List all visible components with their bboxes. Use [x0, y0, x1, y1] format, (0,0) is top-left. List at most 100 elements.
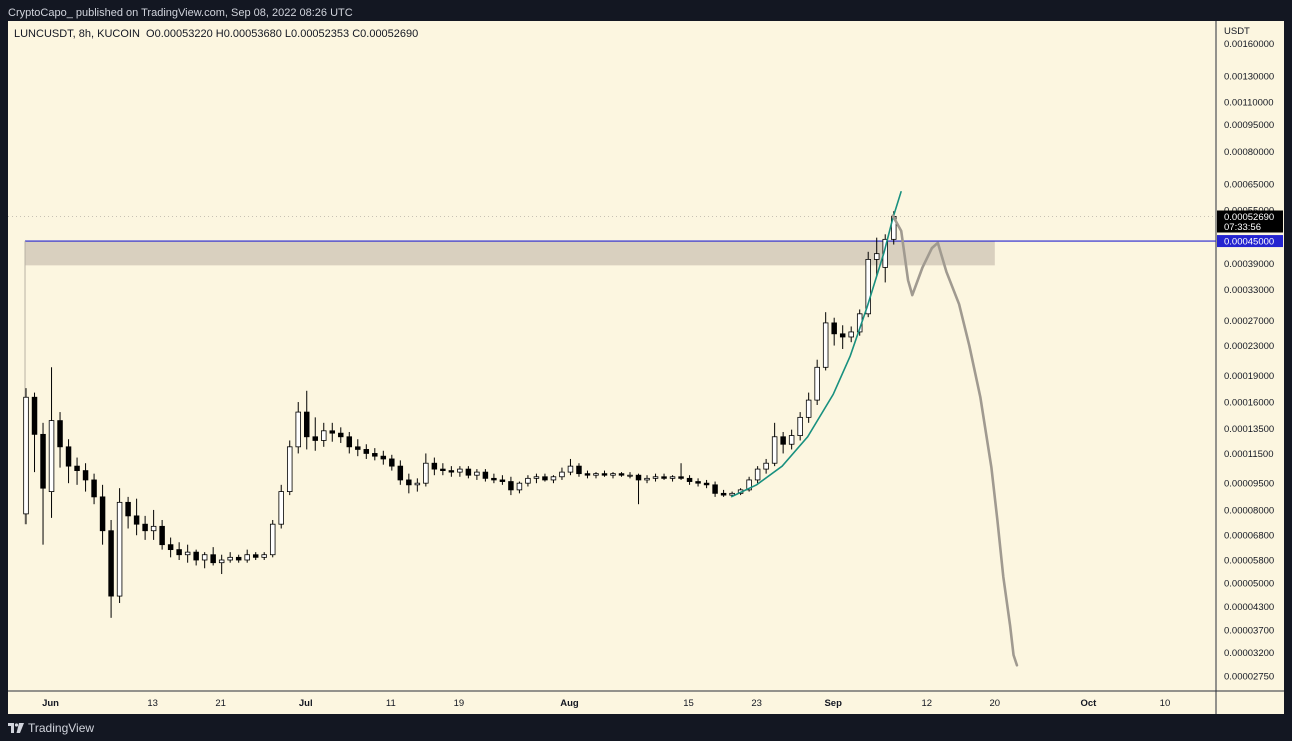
candle-body — [82, 470, 89, 481]
candle-body — [678, 476, 684, 479]
candle — [286, 440, 293, 496]
projected-path-line — [891, 214, 1019, 667]
y-tick-label: 0.00003200 — [1224, 648, 1274, 659]
candle-body — [278, 491, 284, 525]
y-tick-label: 0.00160000 — [1224, 39, 1274, 50]
candle-body — [788, 435, 795, 445]
candle-body — [346, 436, 353, 448]
candle — [82, 463, 89, 492]
candle-body — [125, 501, 131, 517]
x-tick-label: Oct — [1080, 698, 1097, 709]
candle-body — [508, 481, 514, 491]
last-price-tag-value: 0.00052690 — [1224, 212, 1274, 223]
y-tick-label: 0.00009500 — [1224, 479, 1274, 490]
candle — [508, 476, 514, 496]
candle — [831, 317, 837, 346]
candle-body — [516, 482, 523, 491]
candle — [805, 392, 812, 423]
candle — [99, 484, 106, 545]
candle-body — [116, 501, 123, 597]
y-tick-label: 0.00011500 — [1224, 449, 1274, 460]
candle-body — [712, 484, 718, 494]
symbol-info: LUNCUSDT, 8h, KUCOIN — [14, 28, 140, 40]
candle-body — [780, 436, 786, 445]
candle-body — [746, 479, 752, 491]
x-tick-label: Jun — [42, 698, 59, 709]
candle-body — [797, 416, 803, 436]
candle — [703, 479, 710, 489]
candle — [48, 367, 55, 518]
candle-body — [805, 399, 812, 418]
candle — [406, 473, 412, 494]
candle-body — [550, 476, 557, 481]
candle — [567, 458, 574, 476]
candle-body — [99, 496, 106, 532]
candle-body — [584, 473, 591, 476]
candle — [57, 412, 63, 468]
candle-body — [839, 333, 846, 338]
high-value: H0.00053680 — [215, 28, 282, 40]
candle — [74, 457, 80, 485]
candle — [465, 466, 472, 479]
candle-body — [23, 396, 29, 515]
resistance-zone-layer — [8, 216, 1216, 525]
candle-body — [65, 446, 72, 467]
candle — [848, 326, 854, 343]
candle-body — [193, 551, 199, 561]
candle — [627, 472, 633, 479]
candle — [91, 473, 97, 505]
candle-body — [329, 430, 336, 434]
candle-body — [380, 455, 387, 460]
candle — [321, 422, 327, 447]
candle — [814, 359, 820, 405]
candle-body — [74, 465, 80, 471]
candle-body — [176, 549, 182, 556]
chart-frame: USDT 0.00160000 0.00130000 0.00110000 0.0009… — [8, 21, 1284, 714]
candle-body — [474, 471, 480, 476]
price-chart[interactable]: USDT 0.00160000 0.00130000 0.00110000 0.0009… — [8, 21, 1284, 714]
candle — [601, 470, 608, 477]
y-tick-label: 0.00065000 — [1224, 179, 1274, 190]
candle-body — [525, 477, 531, 484]
candle — [686, 475, 693, 485]
horizontal-level-tag — [1217, 235, 1283, 248]
candle — [380, 450, 387, 465]
candle-body — [720, 492, 727, 496]
candle — [372, 448, 378, 461]
candle — [150, 509, 157, 540]
candle-body — [533, 476, 540, 479]
open-value: O0.00053220 — [146, 28, 213, 40]
candle — [593, 472, 599, 479]
candle-body — [457, 468, 463, 473]
candle — [882, 234, 888, 283]
candle — [261, 552, 267, 560]
publisher-line: CryptoCapo_ published on TradingView.com… — [8, 7, 353, 19]
candle-body — [57, 420, 63, 448]
candle-body — [431, 462, 438, 470]
candle — [40, 422, 46, 545]
candle-body — [618, 473, 625, 476]
y-tick-label: 0.00003700 — [1224, 625, 1274, 636]
candle — [542, 473, 548, 482]
candle — [227, 552, 233, 563]
candle-body — [465, 468, 472, 476]
candle — [312, 417, 318, 451]
background-layer — [8, 21, 1284, 714]
candle — [516, 481, 523, 494]
candles-layer — [23, 211, 897, 618]
footer-brand[interactable]: TradingView — [8, 720, 94, 736]
y-tick-label: 0.00008000 — [1224, 505, 1274, 516]
candle — [423, 453, 429, 487]
candle-body — [31, 396, 38, 435]
candle — [244, 549, 250, 563]
candle-body — [814, 366, 820, 401]
tradingview-logo-icon — [8, 723, 24, 733]
x-tick-label: 15 — [683, 698, 694, 709]
candle-body — [142, 523, 148, 532]
candle-body — [754, 468, 761, 481]
y-axis-unit-label: USDT — [1224, 26, 1250, 37]
candle-body — [406, 479, 412, 486]
y-tick-label: 0.00023000 — [1224, 341, 1274, 352]
candle-body — [848, 331, 854, 338]
